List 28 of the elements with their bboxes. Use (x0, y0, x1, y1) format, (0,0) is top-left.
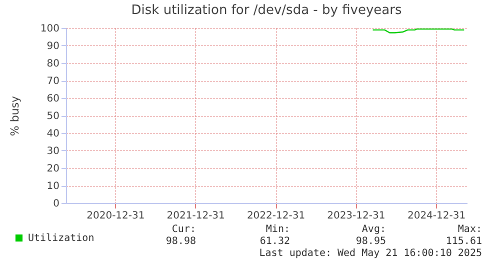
x-tick-label: 2023-12-31 (327, 210, 386, 222)
legend-label: Utilization (28, 233, 94, 244)
text: Max: (458, 224, 482, 235)
y-tick-label: 20 (46, 164, 60, 174)
chart-title: Disk utilization for /dev/sda - by fiveyears (131, 3, 402, 18)
y-tick-label: 0 (53, 198, 60, 210)
x-tick-label: 2022-12-31 (246, 210, 306, 222)
y-tick-label: 60 (46, 94, 60, 104)
y-tick-label: 10 (46, 181, 60, 192)
x-tick-label: 2020-12-31 (86, 210, 145, 222)
text: Cur: (172, 224, 196, 235)
text: 98.95 (356, 236, 386, 247)
y-tick-label: 40 (46, 128, 60, 140)
y-axis-title: % busy (8, 95, 22, 136)
y-tick-label: 70 (46, 76, 60, 87)
y-tick-label: 50 (46, 111, 60, 122)
text: 98.98 (166, 236, 196, 247)
text: Last update: Wed May 21 16:00:10 2025 (259, 248, 482, 259)
text: 115.61 (446, 236, 482, 247)
text: Avg: (362, 224, 386, 235)
x-tick-label: 2021-12-31 (166, 210, 225, 222)
x-tick-label: 2024-12-31 (407, 210, 466, 222)
text: Min: (266, 224, 290, 235)
y-tick-label: 90 (46, 41, 60, 52)
y-tick-label: 30 (46, 146, 60, 157)
text: 61.32 (260, 236, 290, 247)
y-tick-label: 80 (46, 58, 60, 70)
y-tick-label: 100 (40, 24, 60, 34)
